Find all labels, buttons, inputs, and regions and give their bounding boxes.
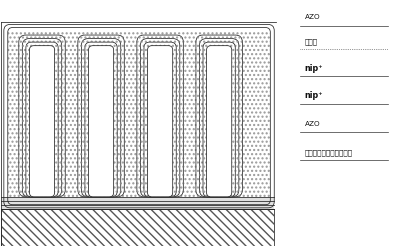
Text: nip⁺: nip⁺ bbox=[305, 63, 323, 73]
FancyBboxPatch shape bbox=[78, 35, 124, 197]
FancyBboxPatch shape bbox=[81, 39, 121, 197]
FancyBboxPatch shape bbox=[199, 39, 239, 197]
FancyBboxPatch shape bbox=[88, 46, 114, 197]
FancyBboxPatch shape bbox=[23, 39, 62, 197]
FancyBboxPatch shape bbox=[203, 42, 235, 197]
FancyBboxPatch shape bbox=[30, 46, 55, 197]
Text: AZO: AZO bbox=[305, 121, 320, 127]
FancyBboxPatch shape bbox=[141, 39, 180, 197]
FancyBboxPatch shape bbox=[19, 35, 65, 197]
Text: AZO: AZO bbox=[305, 14, 320, 20]
FancyBboxPatch shape bbox=[26, 42, 58, 197]
FancyBboxPatch shape bbox=[207, 46, 232, 197]
FancyBboxPatch shape bbox=[196, 35, 243, 197]
Text: nip⁺: nip⁺ bbox=[305, 91, 323, 100]
Text: 缓冲层: 缓冲层 bbox=[305, 38, 318, 45]
Bar bbox=[8, 31, 270, 197]
FancyBboxPatch shape bbox=[85, 42, 117, 197]
Bar bbox=[1, 209, 274, 246]
Bar bbox=[8, 31, 270, 197]
Text: 透明导电薄膜及基膜衬底: 透明导电薄膜及基膜衬底 bbox=[305, 149, 353, 156]
Bar bbox=[1, 197, 274, 209]
FancyBboxPatch shape bbox=[137, 35, 183, 197]
Bar bbox=[1, 209, 274, 246]
FancyBboxPatch shape bbox=[147, 46, 173, 197]
FancyBboxPatch shape bbox=[144, 42, 176, 197]
